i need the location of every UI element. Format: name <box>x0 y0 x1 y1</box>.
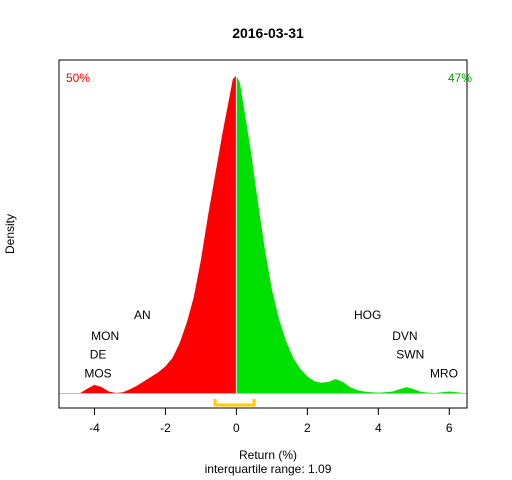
ticker-label: SWN <box>396 348 424 362</box>
ticker-label: MOS <box>84 366 111 380</box>
x-axis-tick-label: -2 <box>160 421 171 435</box>
ticker-label: DVN <box>392 329 417 343</box>
x-axis-tick-label: 2 <box>304 421 311 435</box>
iqr-subtitle: interquartile range: 1.09 <box>205 462 332 476</box>
negative-density-area <box>80 75 237 393</box>
ticker-label: HOG <box>354 308 381 322</box>
plot-frame <box>58 59 468 409</box>
ticker-label: DE <box>90 348 107 362</box>
x-axis-tick-label: -4 <box>89 421 100 435</box>
x-axis-tick-label: 4 <box>375 421 382 435</box>
x-axis-tick-label: 6 <box>446 421 453 435</box>
chart-title: 2016-03-31 <box>232 25 304 41</box>
left-percent-label: 50% <box>66 71 90 85</box>
x-axis-tick-label: 0 <box>233 421 240 435</box>
x-axis-label: Return (%) <box>239 448 297 462</box>
y-axis-label: Density <box>3 214 17 254</box>
ticker-label: MRO <box>430 366 458 380</box>
right-percent-label: 47% <box>448 71 472 85</box>
ticker-label: MON <box>91 329 119 343</box>
positive-density-area <box>236 75 464 393</box>
x-axis: -4 -2 0 2 4 6 <box>89 408 453 435</box>
iqr-bracket <box>213 399 256 407</box>
plot-area: MOS DE MON AN HOG DVN SWN MRO <box>59 75 467 407</box>
ticker-label: AN <box>134 308 151 322</box>
